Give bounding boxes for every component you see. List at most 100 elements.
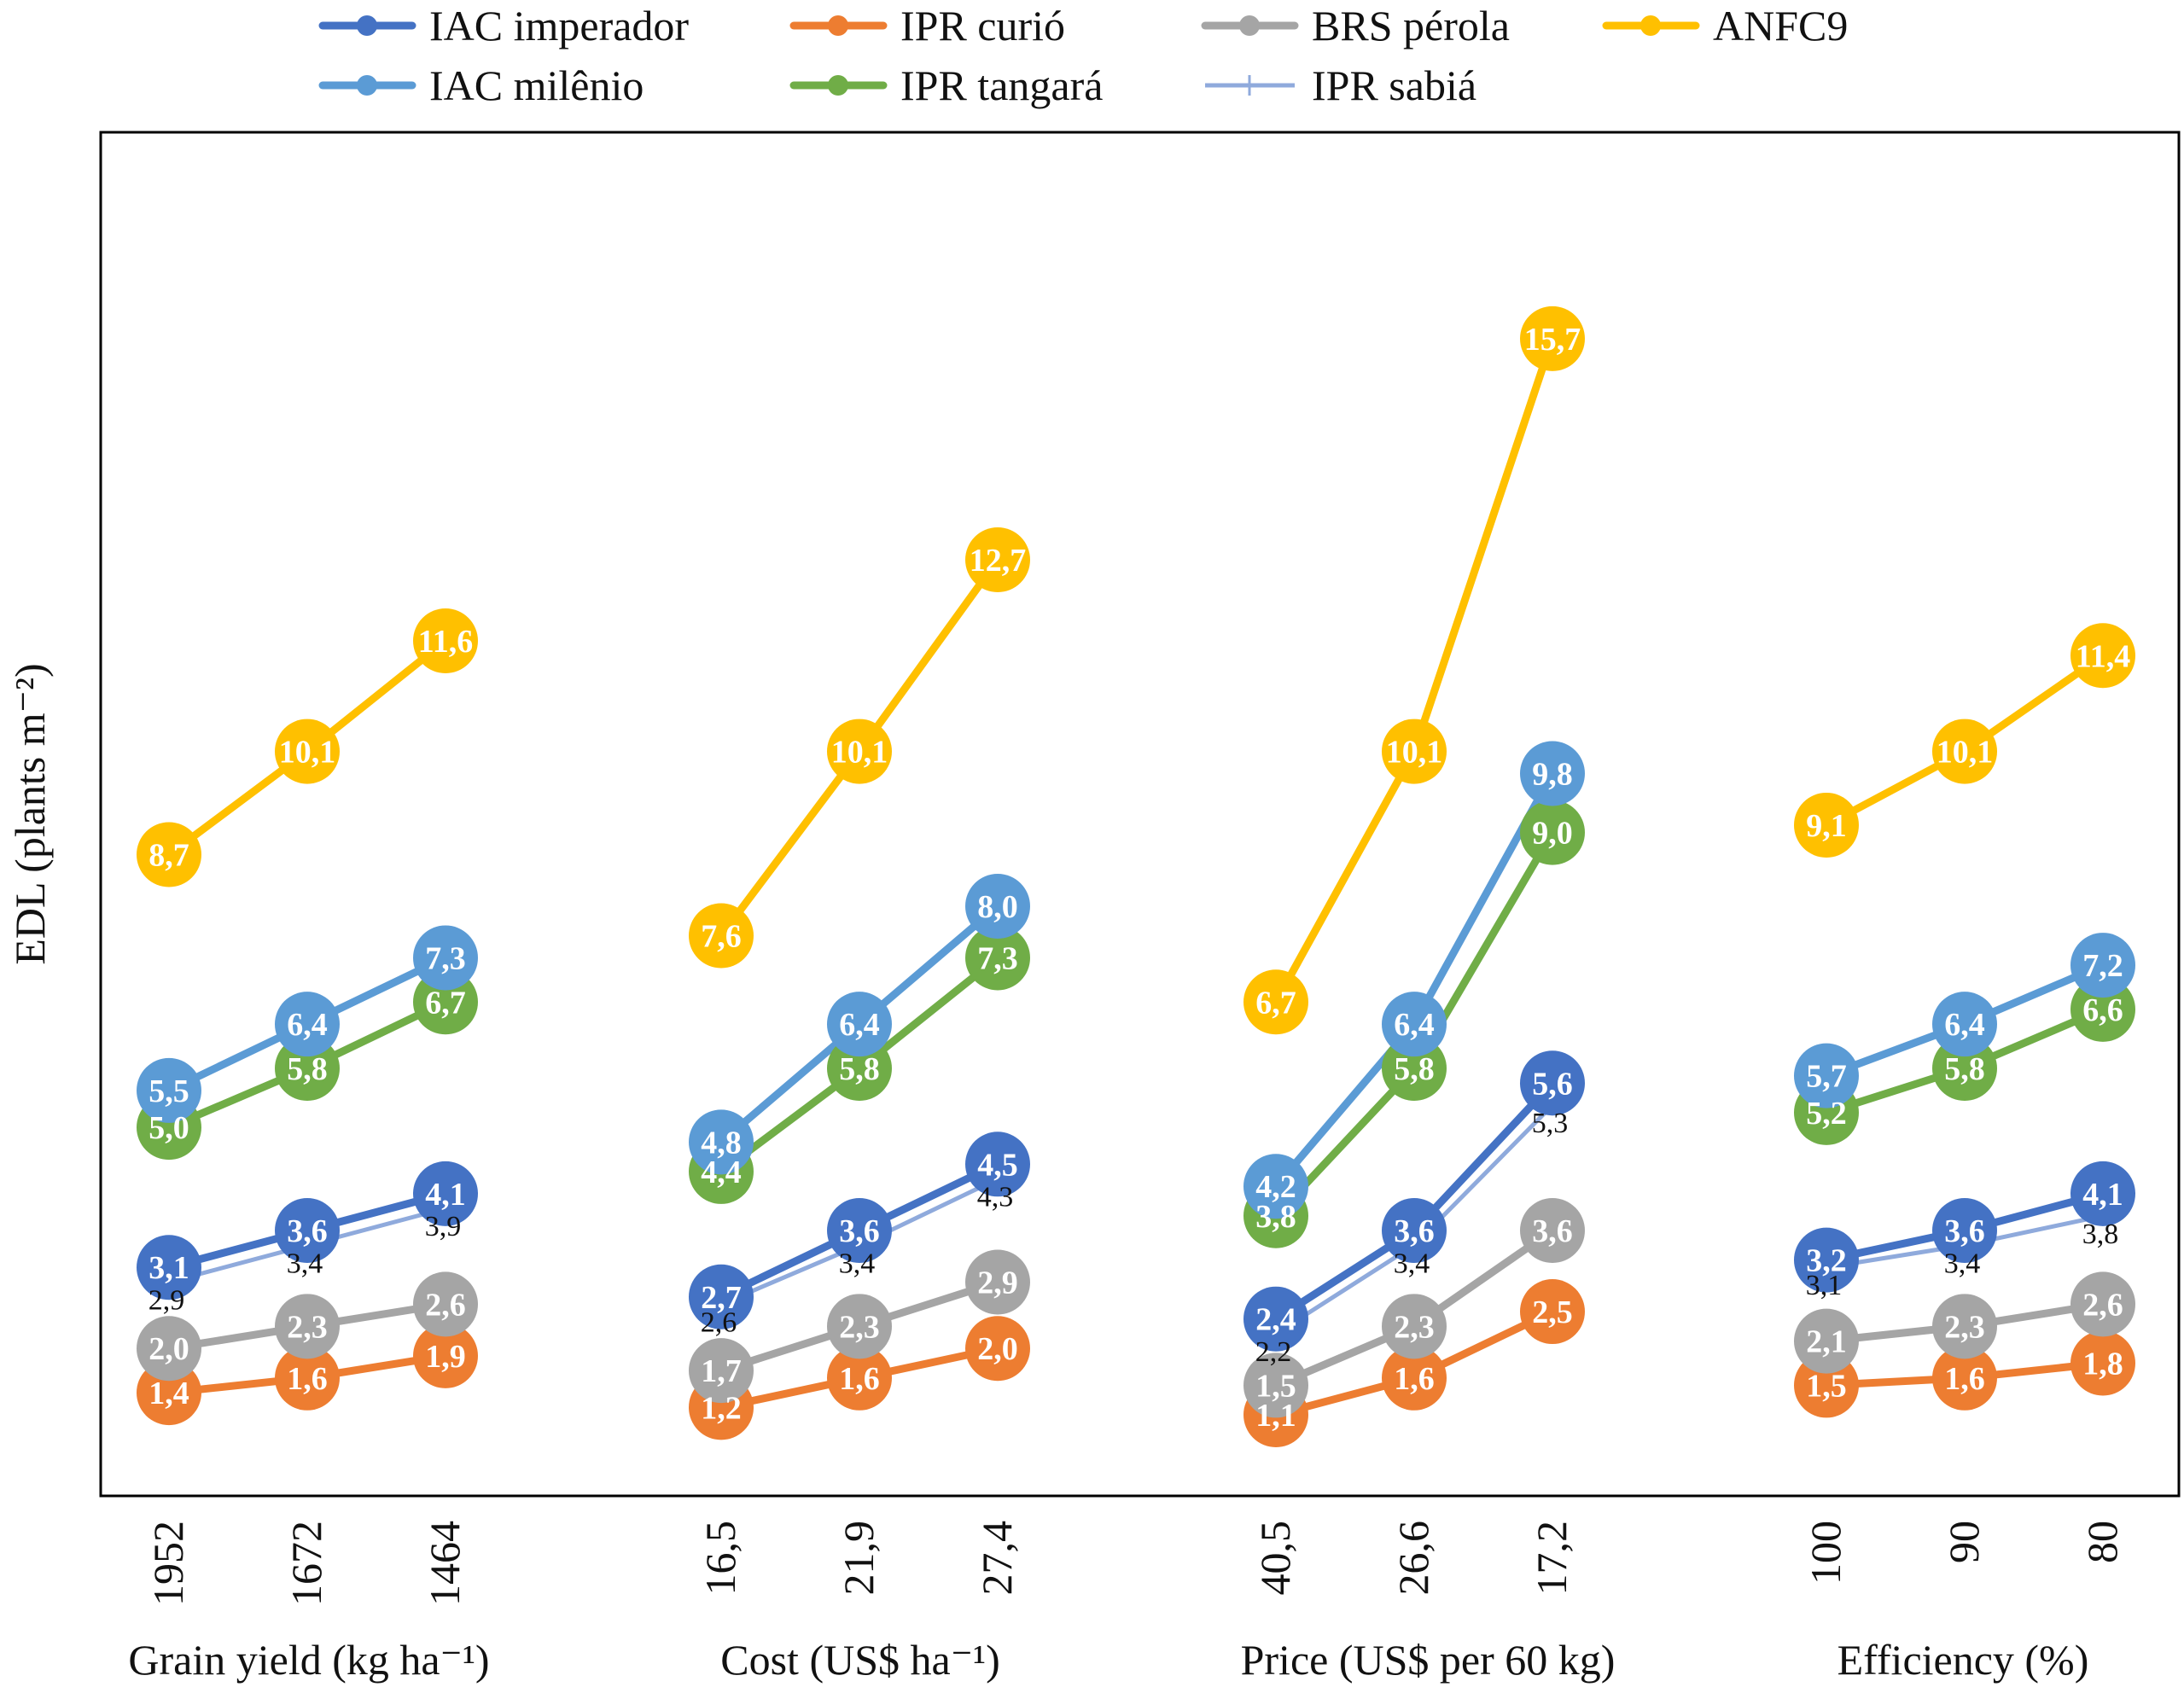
legend-item-iac-milenio: IAC milênio: [318, 61, 644, 109]
data-label-iac-milenio: 6,4: [1394, 1007, 1435, 1043]
data-point-anfc9: [1382, 719, 1447, 784]
data-label-ipr-sabia: 2,6: [701, 1306, 737, 1338]
data-point-ipr-curio: [275, 1345, 340, 1411]
data-label-iac-milenio: 6,4: [287, 1007, 328, 1043]
data-label-ipr-tangara: 5,0: [149, 1110, 189, 1146]
x-tick-label: 1952: [144, 1521, 192, 1606]
data-label-ipr-tangara: 5,8: [1394, 1051, 1435, 1087]
data-label-ipr-sabia: 3,9: [425, 1211, 462, 1242]
data-point-ipr-curio: [827, 1345, 892, 1411]
data-point-ipr-curio: [413, 1323, 478, 1388]
data-label-brs-perola: 1,7: [701, 1353, 742, 1389]
x-tick-label: 27,4: [973, 1521, 1021, 1596]
legend-label: IAC imperador: [429, 2, 689, 49]
data-label-ipr-curio: 1,1: [1255, 1398, 1296, 1434]
data-label-iac-imperador: 3,6: [839, 1213, 880, 1249]
data-label-ipr-curio: 1,2: [701, 1390, 742, 1426]
legend-label: IAC milênio: [429, 61, 644, 109]
x-tick-label: 1464: [421, 1521, 469, 1606]
data-label-ipr-curio: 2,0: [977, 1331, 1018, 1367]
data-label-brs-perola: 3,6: [1532, 1213, 1573, 1249]
data-point-anfc9: [965, 527, 1030, 592]
data-point-iac-milenio: [137, 1057, 201, 1123]
data-point-ipr-curio: [965, 1316, 1030, 1382]
data-label-iac-imperador: 2,4: [1255, 1302, 1296, 1338]
data-label-brs-perola: 2,0: [149, 1331, 189, 1367]
data-label-iac-imperador: 3,6: [1944, 1213, 1985, 1249]
data-point-anfc9: [2070, 623, 2135, 689]
data-label-brs-perola: 2,3: [1944, 1309, 1985, 1345]
x-tick-label: 80: [2078, 1521, 2126, 1563]
data-label-brs-perola: 2,3: [287, 1309, 328, 1345]
data-label-ipr-sabia: 3,8: [2082, 1219, 2119, 1250]
data-label-iac-milenio: 5,5: [149, 1073, 189, 1109]
x-group-label: Grain yield (kg ha⁻¹): [128, 1636, 489, 1684]
y-axis-label: EDL (plants m⁻²): [6, 663, 54, 964]
data-point-iac-imperador: [1382, 1198, 1447, 1264]
data-label-ipr-tangara: 5,8: [1944, 1051, 1985, 1087]
data-label-anfc9: 12,7: [970, 543, 1027, 579]
plot-area-frame: [99, 131, 2181, 1498]
data-point-brs-perola: [1520, 1198, 1585, 1264]
x-tick-label: 21,9: [835, 1521, 882, 1596]
data-point-iac-imperador: [1243, 1286, 1308, 1352]
data-point-iac-milenio: [965, 873, 1030, 939]
data-point-iac-milenio: [275, 992, 340, 1057]
data-point-iac-milenio: [1382, 992, 1447, 1057]
legend-item-anfc9: ANFC9: [1602, 2, 1848, 49]
data-point-anfc9: [1932, 719, 1997, 784]
data-label-ipr-tangara: 3,8: [1255, 1199, 1296, 1235]
data-point-brs-perola: [137, 1316, 201, 1382]
data-label-ipr-tangara: 5,2: [1806, 1096, 1847, 1132]
data-point-iac-imperador: [827, 1198, 892, 1264]
legend-item-ipr-sabia: IPR sabiá: [1205, 61, 1476, 109]
data-point-iac-milenio: [1520, 741, 1585, 806]
data-point-brs-perola: [1382, 1294, 1447, 1359]
legend: IAC imperador IAC milênio IPR curió IPR tan…: [318, 2, 1848, 109]
x-tick-label: 100: [1802, 1521, 1849, 1585]
data-point-iac-milenio: [1243, 1154, 1308, 1219]
data-label-ipr-tangara: 9,0: [1532, 816, 1573, 852]
data-label-ipr-tangara: 6,7: [425, 985, 466, 1021]
data-point-anfc9: [689, 903, 754, 969]
data-label-ipr-tangara: 6,6: [2082, 992, 2123, 1028]
data-label-iac-milenio: 7,2: [2082, 948, 2123, 984]
legend-label: IPR tangará: [900, 61, 1103, 109]
data-label-ipr-sabia: 3,4: [1394, 1248, 1430, 1279]
data-label-iac-milenio: 6,4: [839, 1007, 880, 1043]
data-label-brs-perola: 2,6: [2082, 1287, 2123, 1323]
data-point-brs-perola: [1243, 1353, 1308, 1418]
data-point-anfc9: [137, 822, 201, 887]
data-point-ipr-curio: [2070, 1330, 2135, 1396]
data-label-iac-imperador: 3,6: [1394, 1213, 1435, 1249]
data-point-brs-perola: [413, 1271, 478, 1337]
data-label-iac-milenio: 8,0: [977, 889, 1018, 925]
data-label-brs-perola: 2,9: [977, 1265, 1018, 1301]
data-point-anfc9: [1243, 969, 1308, 1035]
data-label-brs-perola: 2,3: [839, 1309, 880, 1345]
data-label-iac-imperador: 2,7: [701, 1280, 742, 1316]
data-label-ipr-tangara: 7,3: [977, 940, 1018, 976]
data-point-anfc9: [275, 719, 340, 784]
legend-item-brs-perola: BRS pérola: [1201, 2, 1510, 49]
data-point-iac-imperador: [1520, 1050, 1585, 1116]
data-point-brs-perola: [2070, 1271, 2135, 1337]
data-point-iac-imperador: [275, 1198, 340, 1264]
data-point-ipr-curio: [1932, 1345, 1997, 1411]
x-tick-label: 16,5: [696, 1521, 744, 1596]
data-point-brs-perola: [275, 1294, 340, 1359]
data-label-iac-imperador: 3,2: [1806, 1243, 1847, 1279]
data-point-iac-imperador: [2070, 1161, 2135, 1226]
data-label-ipr-curio: 1,5: [1806, 1368, 1847, 1404]
data-point-anfc9: [1794, 792, 1859, 858]
series-markers: [137, 305, 2135, 1447]
data-label-anfc9: 10,1: [279, 735, 336, 771]
data-label-anfc9: 10,1: [831, 735, 888, 771]
x-tick-label: 90: [1940, 1521, 1988, 1563]
data-point-anfc9: [1520, 305, 1585, 371]
data-label-anfc9: 9,1: [1806, 808, 1847, 844]
data-label-ipr-curio: 2,5: [1532, 1294, 1573, 1330]
data-label-ipr-sabia: 2,2: [1255, 1336, 1292, 1368]
